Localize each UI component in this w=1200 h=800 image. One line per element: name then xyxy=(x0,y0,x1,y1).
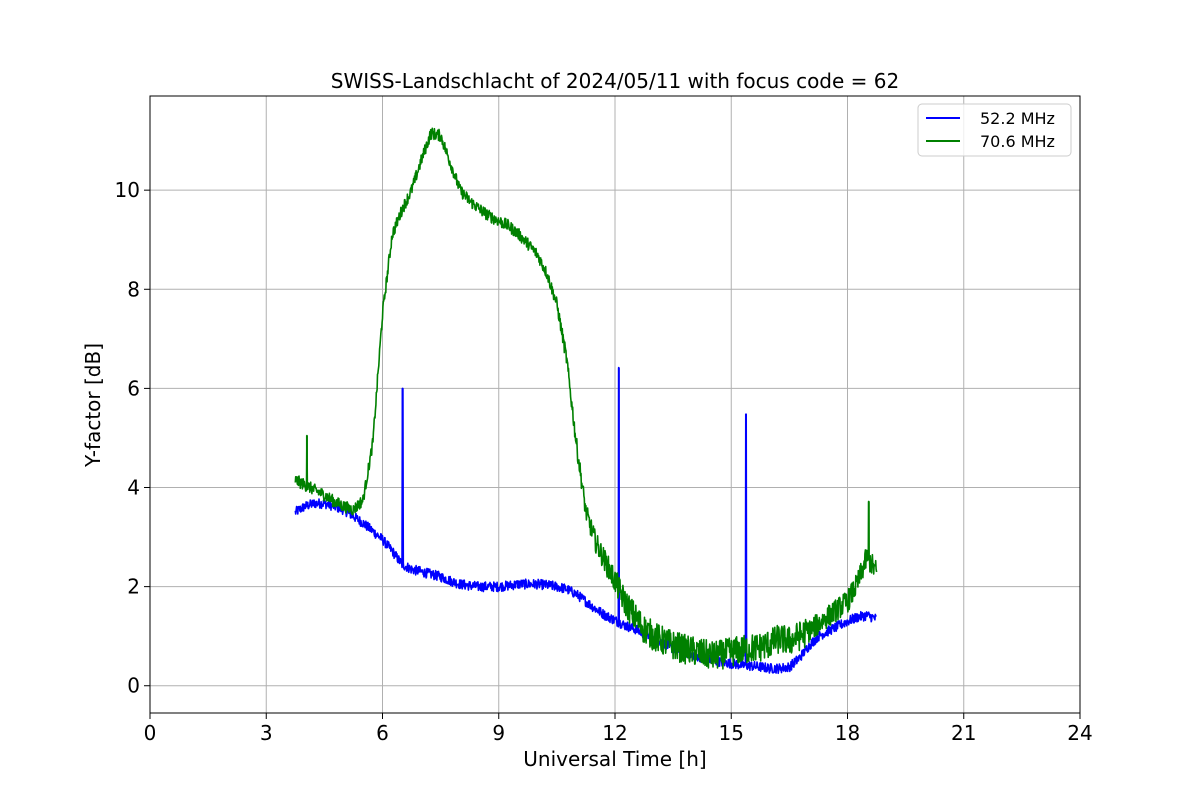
y-axis-title: Y-factor [dB] xyxy=(81,343,105,468)
y-tick-label: 8 xyxy=(127,277,140,301)
x-tick-label: 21 xyxy=(951,721,976,745)
y-tick-label: 0 xyxy=(127,674,140,698)
legend-label-52-2-mhz: 52.2 MHz xyxy=(980,109,1055,128)
x-tick-label: 18 xyxy=(835,721,860,745)
x-tick-label: 9 xyxy=(492,721,505,745)
y-tick-label: 10 xyxy=(115,178,140,202)
x-axis-title: Universal Time [h] xyxy=(523,747,706,771)
y-tick-label: 4 xyxy=(127,476,140,500)
series-line-70-6-mhz xyxy=(294,127,878,670)
x-tick-label: 3 xyxy=(260,721,273,745)
legend: 52.2 MHz 70.6 MHz xyxy=(917,103,1072,157)
plot-area xyxy=(294,127,878,675)
x-tick-label: 15 xyxy=(719,721,744,745)
chart-title: SWISS-Landschlacht of 2024/05/11 with fo… xyxy=(331,69,899,93)
x-tick-label: 24 xyxy=(1067,721,1092,745)
y-tick-label: 6 xyxy=(127,376,140,400)
x-tick-label: 6 xyxy=(376,721,389,745)
x-tick-label: 12 xyxy=(602,721,627,745)
x-tick-label: 0 xyxy=(144,721,157,745)
legend-label-70-6-mhz: 70.6 MHz xyxy=(980,132,1055,151)
series-line-52-2-mhz xyxy=(294,366,877,675)
y-tick-label: 2 xyxy=(127,575,140,599)
